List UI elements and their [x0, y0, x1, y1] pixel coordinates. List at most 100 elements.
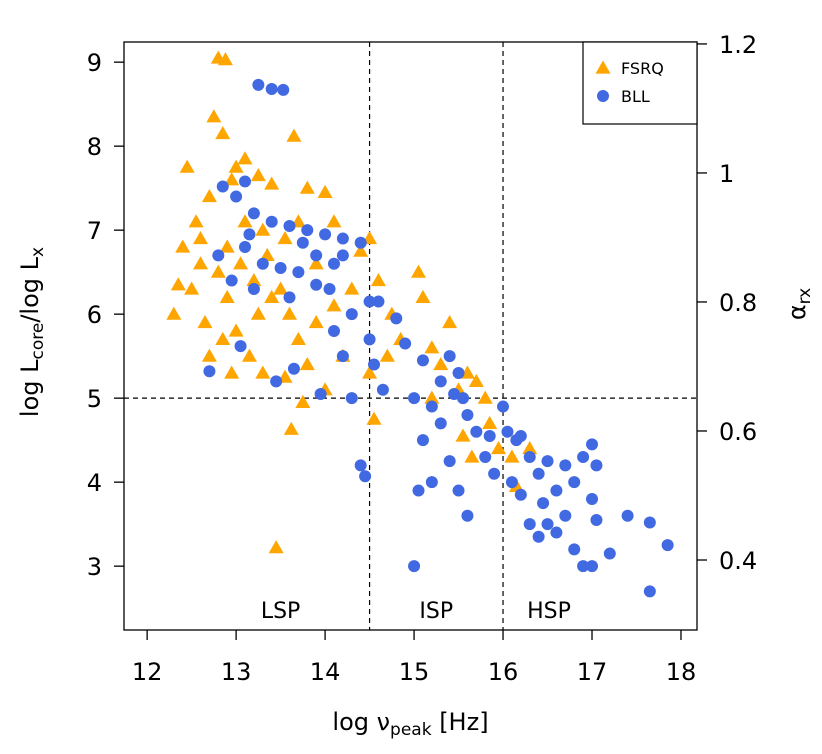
y-axis-label-part: log L — [16, 359, 44, 417]
data-point — [216, 180, 229, 193]
x-axis-label-part: [Hz] — [432, 708, 489, 736]
data-point — [228, 159, 244, 173]
data-point — [219, 289, 235, 303]
data-point — [215, 331, 231, 345]
data-point — [448, 387, 461, 400]
data-point — [188, 214, 204, 228]
data-point — [197, 315, 213, 329]
data-point — [241, 348, 257, 362]
y-tick-label: 3 — [87, 553, 102, 581]
data-point — [255, 365, 271, 379]
data-point — [259, 247, 275, 261]
data-point — [643, 585, 656, 598]
data-point — [273, 281, 289, 295]
y-axis-label-part: x — [28, 247, 48, 257]
data-point — [379, 348, 395, 362]
data-point — [408, 560, 421, 573]
data-point — [239, 175, 252, 188]
region-label: LSP — [261, 599, 301, 624]
data-point — [230, 190, 243, 203]
data-point — [482, 415, 498, 429]
data-point — [425, 400, 438, 413]
data-point — [264, 176, 280, 190]
data-point — [362, 365, 378, 379]
data-point — [268, 540, 284, 554]
data-point — [504, 449, 520, 463]
data-point — [470, 425, 483, 438]
x-tick-label: 17 — [577, 658, 608, 686]
x-axis-label-part: peak — [390, 720, 432, 740]
y2-tick-label: 0.4 — [719, 547, 757, 575]
data-point — [286, 128, 302, 142]
data-point — [250, 168, 266, 182]
data-point — [179, 159, 195, 173]
data-point — [239, 240, 252, 253]
data-point — [210, 264, 226, 278]
data-point — [184, 281, 200, 295]
data-point — [452, 484, 465, 497]
data-point — [433, 357, 449, 371]
data-point — [483, 429, 496, 442]
y-tick-label: 6 — [87, 301, 102, 329]
data-point — [336, 249, 349, 262]
legend-marker — [597, 90, 609, 102]
y-tick-label: 4 — [87, 469, 102, 497]
legend-marker — [595, 60, 611, 74]
data-point — [336, 350, 349, 363]
data-point — [287, 362, 300, 375]
data-point — [206, 109, 222, 123]
data-point — [424, 340, 440, 354]
data-point — [372, 295, 385, 308]
data-point — [442, 315, 458, 329]
data-point — [246, 273, 262, 287]
data-point — [308, 315, 324, 329]
data-point — [228, 323, 244, 337]
data-point — [201, 348, 217, 362]
data-point — [193, 256, 209, 270]
data-point — [219, 239, 235, 253]
data-point — [643, 516, 656, 529]
data-point — [399, 337, 412, 350]
data-point — [416, 354, 429, 367]
data-point — [522, 441, 538, 455]
data-point — [224, 365, 240, 379]
y2-tick-label: 0.6 — [719, 418, 757, 446]
data-point — [310, 249, 323, 262]
data-point — [477, 390, 493, 404]
data-point — [215, 126, 231, 140]
data-point — [586, 560, 599, 573]
data-point — [274, 261, 287, 274]
y-axis-label: log Lcore/log Lx — [16, 247, 48, 417]
data-point — [468, 373, 484, 387]
data-point — [416, 434, 429, 447]
data-point — [559, 509, 572, 522]
data-point — [603, 547, 616, 560]
data-point — [264, 289, 280, 303]
data-point — [488, 467, 501, 480]
data-point — [296, 236, 309, 249]
legend-label: BLL — [621, 87, 650, 106]
y-axis-label-part: core — [28, 323, 48, 360]
y-tick-label: 8 — [87, 133, 102, 161]
data-point — [523, 518, 536, 531]
data-point — [390, 312, 403, 325]
data-point — [455, 428, 471, 442]
data-point — [314, 387, 327, 400]
x-tick-label: 14 — [310, 658, 341, 686]
y2-tick-label: 1 — [719, 160, 734, 188]
data-point — [412, 484, 425, 497]
data-point — [317, 184, 333, 198]
data-point — [415, 289, 431, 303]
data-point — [411, 264, 427, 278]
data-point — [217, 52, 233, 66]
data-point — [368, 358, 381, 371]
data-point — [408, 392, 421, 405]
data-point — [237, 214, 253, 228]
data-point — [359, 470, 372, 483]
data-point — [491, 441, 507, 455]
data-point — [366, 411, 382, 425]
data-point — [336, 232, 349, 245]
data-point — [434, 417, 447, 430]
data-point — [252, 78, 265, 91]
